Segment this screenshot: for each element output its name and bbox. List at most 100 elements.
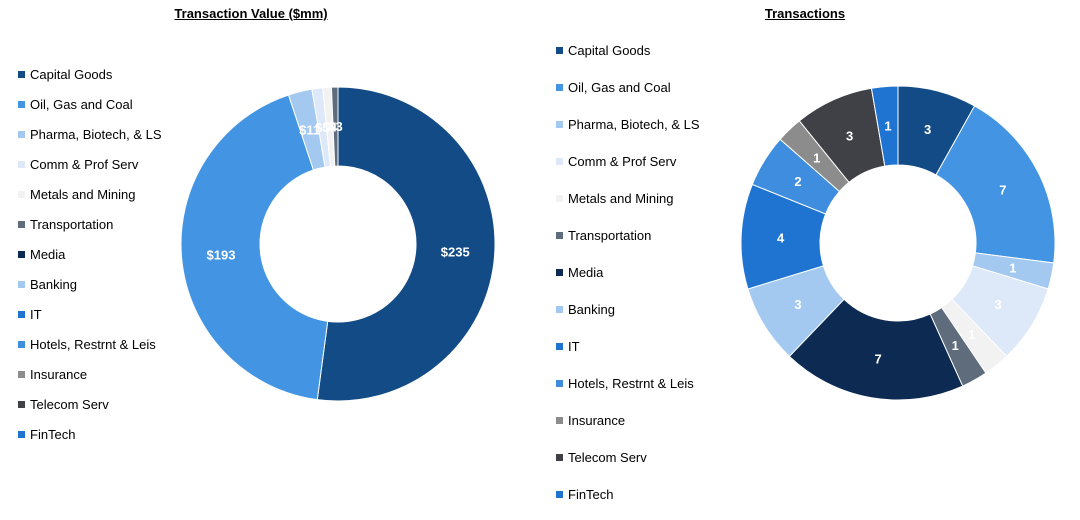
data-label-pharma-biotech-ls: $11 xyxy=(299,123,320,138)
slice-oil-gas-and-coal xyxy=(935,105,1056,264)
chart-title-transaction-value: Transaction Value ($mm) xyxy=(174,6,328,21)
data-label-capital-goods: $235 xyxy=(441,244,470,259)
legend-item-oil-gas-and-coal: Oil, Gas and Coal xyxy=(556,69,700,106)
legend-swatch xyxy=(18,250,25,258)
legend-item-comm-prof-serv: Comm & Prof Serv xyxy=(556,143,700,180)
legend-item-telecom-serv: Telecom Serv xyxy=(556,439,700,476)
legend-label: Comm & Prof Serv xyxy=(30,156,139,172)
legend-item-comm-prof-serv: Comm & Prof Serv xyxy=(18,149,162,179)
data-label-oil-gas-and-coal: 7 xyxy=(999,183,1006,198)
legend-swatch xyxy=(18,340,25,348)
legend-swatch xyxy=(556,158,563,165)
data-label-media: 7 xyxy=(875,351,882,366)
legend-item-fintech: FinTech xyxy=(18,419,162,449)
legend-item-pharma-biotech-ls: Pharma, Biotech, & LS xyxy=(18,119,162,149)
legend-swatch xyxy=(556,47,563,54)
legend-label: Insurance xyxy=(568,413,626,428)
legend-label: Metals and Mining xyxy=(568,191,674,206)
legend-item-media: Media xyxy=(556,254,700,291)
legend-swatch xyxy=(556,84,563,91)
legend-label: Telecom Serv xyxy=(568,450,647,465)
legend-swatch xyxy=(556,269,563,276)
slice-transportation xyxy=(330,86,339,167)
legend-swatch xyxy=(18,310,25,318)
legend-swatch xyxy=(18,130,25,138)
legend-label: Oil, Gas and Coal xyxy=(568,80,671,95)
data-label-capital-goods: 3 xyxy=(924,122,931,137)
legend-item-oil-gas-and-coal: Oil, Gas and Coal xyxy=(18,89,162,119)
legend-swatch xyxy=(556,491,563,498)
legend-swatch xyxy=(556,306,563,313)
data-label-it: 4 xyxy=(777,231,785,246)
legend-label: Banking xyxy=(30,276,77,292)
legend-label: Transportation xyxy=(568,228,652,243)
legend-label: Insurance xyxy=(30,366,88,382)
legend-label: Comm & Prof Serv xyxy=(568,154,677,169)
legend-item-transportation: Transportation xyxy=(18,209,162,239)
legend-item-telecom-serv: Telecom Serv xyxy=(18,389,162,419)
legend-label: IT xyxy=(30,306,42,322)
data-label-metals-and-mining: $4 xyxy=(323,119,338,134)
legend-item-hotels-restrnt-leis: Hotels, Restrnt & Leis xyxy=(18,329,162,359)
legend-item-insurance: Insurance xyxy=(556,402,700,439)
legend-swatch xyxy=(556,121,563,128)
legend-swatch xyxy=(18,220,25,228)
slice-capital-goods xyxy=(316,86,496,402)
legend-label: Capital Goods xyxy=(568,43,651,58)
legend-item-hotels-restrnt-leis: Hotels, Restrnt & Leis xyxy=(556,365,700,402)
legend-swatch xyxy=(556,417,563,424)
legend-item-metals-and-mining: Metals and Mining xyxy=(18,179,162,209)
legend-item-it: IT xyxy=(556,328,700,365)
legend-label: Hotels, Restrnt & Leis xyxy=(568,376,694,391)
chart-title-transactions: Transactions xyxy=(764,6,846,21)
data-label-fintech: 1 xyxy=(884,118,891,133)
legend-swatch xyxy=(18,160,25,168)
legend-item-pharma-biotech-ls: Pharma, Biotech, & LS xyxy=(556,106,700,143)
legend-label: Telecom Serv xyxy=(30,396,109,412)
legend-label: Capital Goods xyxy=(30,66,113,82)
legend-label: Metals and Mining xyxy=(30,186,136,202)
data-label-telecom-serv: 3 xyxy=(846,128,853,143)
legend-transaction-value: Capital Goods Oil, Gas and Coal Pharma, Bi… xyxy=(18,59,162,449)
legend-transactions: Capital Goods Oil, Gas and Coal Pharma, Bi… xyxy=(556,32,700,513)
data-label-hotels-restrnt-leis: 2 xyxy=(794,174,801,189)
legend-item-banking: Banking xyxy=(18,269,162,299)
legend-swatch xyxy=(18,430,25,438)
legend-item-fintech: FinTech xyxy=(556,476,700,513)
legend-label: Oil, Gas and Coal xyxy=(30,96,133,112)
data-label-comm-prof-serv: $5 xyxy=(315,120,329,135)
legend-item-capital-goods: Capital Goods xyxy=(556,32,700,69)
legend-item-banking: Banking xyxy=(556,291,700,328)
slice-oil-gas-and-coal xyxy=(180,94,329,401)
legend-item-it: IT xyxy=(18,299,162,329)
legend-item-insurance: Insurance xyxy=(18,359,162,389)
data-label-banking: 3 xyxy=(794,297,801,312)
data-label-oil-gas-and-coal: $193 xyxy=(207,248,236,263)
slice-media xyxy=(788,298,964,401)
legend-label: Transportation xyxy=(30,216,114,232)
legend-swatch xyxy=(18,100,25,108)
legend-swatch xyxy=(556,380,563,387)
legend-label: Hotels, Restrnt & Leis xyxy=(30,336,156,352)
legend-item-media: Media xyxy=(18,239,162,269)
legend-item-metals-and-mining: Metals and Mining xyxy=(556,180,700,217)
legend-swatch xyxy=(18,400,25,408)
legend-swatch xyxy=(18,280,25,288)
legend-swatch xyxy=(556,343,563,350)
data-label-transportation: 1 xyxy=(952,338,959,353)
legend-label: Media xyxy=(568,265,604,280)
legend-item-transportation: Transportation xyxy=(556,217,700,254)
legend-item-capital-goods: Capital Goods xyxy=(18,59,162,89)
legend-swatch xyxy=(18,370,25,378)
legend-label: Media xyxy=(30,246,66,262)
data-label-metals-and-mining: 1 xyxy=(968,327,975,342)
data-label-transportation: $3 xyxy=(328,119,342,134)
legend-label: FinTech xyxy=(568,487,614,502)
legend-label: FinTech xyxy=(30,426,76,442)
legend-swatch xyxy=(18,70,25,78)
data-label-pharma-biotech-ls: 1 xyxy=(1009,260,1016,275)
legend-label: IT xyxy=(568,339,580,354)
legend-label: Pharma, Biotech, & LS xyxy=(30,126,162,142)
data-label-insurance: 1 xyxy=(813,151,820,166)
